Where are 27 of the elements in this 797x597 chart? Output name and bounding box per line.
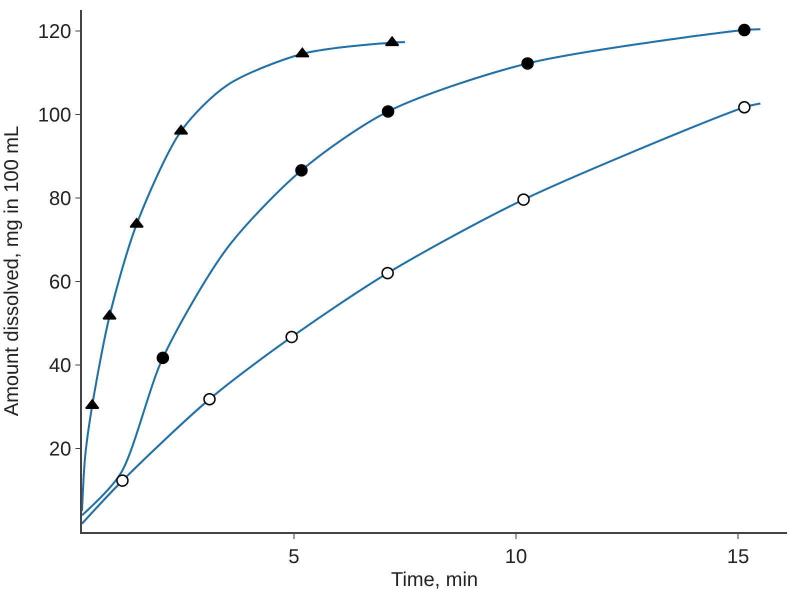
y-tick-label: 120 bbox=[38, 20, 72, 43]
y-tick-label: 60 bbox=[49, 271, 72, 294]
x-tick-label: 15 bbox=[727, 546, 750, 568]
point bbox=[381, 266, 394, 280]
x-tick-label: 5 bbox=[288, 546, 300, 568]
point bbox=[130, 218, 144, 228]
point bbox=[738, 24, 751, 36]
point bbox=[295, 164, 308, 177]
point bbox=[517, 193, 530, 206]
y-axis-title: Amount dissolved, mg in 100 mL bbox=[0, 126, 23, 416]
point bbox=[384, 36, 400, 46]
point bbox=[285, 330, 298, 344]
y-tick-label: 100 bbox=[38, 104, 72, 126]
x-tick-label: 10 bbox=[504, 546, 528, 568]
line-series bbox=[82, 102, 762, 525]
y-tick-label: 40 bbox=[49, 354, 72, 377]
point bbox=[174, 124, 188, 135]
x-axis-title: Time, min bbox=[390, 568, 478, 591]
point bbox=[738, 101, 751, 114]
point bbox=[156, 352, 170, 364]
y-tick-label: 80 bbox=[49, 188, 72, 210]
point bbox=[203, 392, 216, 406]
point bbox=[116, 474, 129, 487]
point bbox=[102, 310, 117, 320]
y-tick-label: 20 bbox=[49, 438, 72, 460]
point bbox=[382, 105, 394, 118]
point bbox=[521, 57, 534, 70]
